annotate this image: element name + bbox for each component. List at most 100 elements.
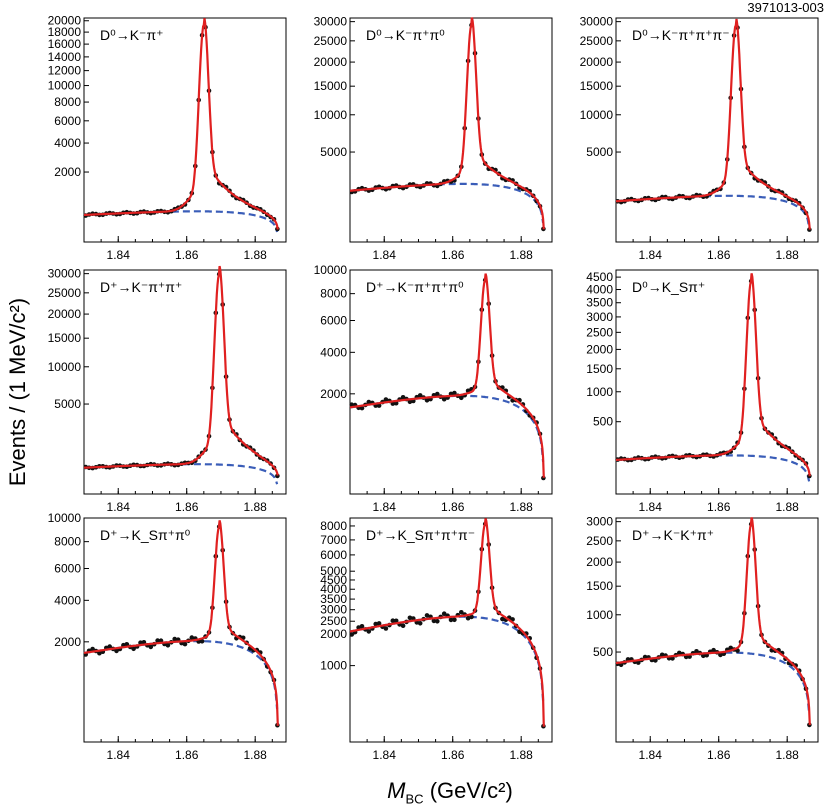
y-tick-label: 25000 xyxy=(314,34,348,48)
figure-id: 3971013-003 xyxy=(747,0,824,15)
y-tick-label: 30000 xyxy=(580,15,614,29)
x-tick-label: 1.84 xyxy=(373,500,397,514)
data-point xyxy=(383,626,389,631)
x-tick-label: 1.88 xyxy=(510,500,534,514)
data-point xyxy=(155,638,160,643)
x-tick-label: 1.86 xyxy=(175,748,199,762)
y-tick-label: 2000 xyxy=(320,387,347,401)
fit-curve xyxy=(616,273,811,477)
panel-title: D⁰→K⁻π⁺π⁰ xyxy=(366,27,445,43)
fit-curve xyxy=(615,18,811,230)
data-point xyxy=(349,402,355,408)
y-tick-label: 18000 xyxy=(48,25,82,39)
data-point xyxy=(452,390,457,396)
y-tick-label: 8000 xyxy=(320,287,347,301)
panel-title: D⁺→K_Sπ⁺π⁰ xyxy=(100,527,191,543)
y-tick-label: 500 xyxy=(593,645,613,659)
y-tick-label: 6000 xyxy=(320,548,347,562)
data-point xyxy=(359,624,365,629)
y-tick-label: 6000 xyxy=(54,114,81,128)
y-tick-label: 4500 xyxy=(586,270,613,284)
data-point xyxy=(90,646,95,652)
y-tick-label: 2000 xyxy=(586,342,613,356)
data-point xyxy=(441,611,447,616)
data-point xyxy=(452,617,457,623)
data-point xyxy=(148,644,154,650)
y-tick-label: 25000 xyxy=(48,286,82,300)
y-tick-label: 2000 xyxy=(54,165,81,179)
y-tick-label: 2500 xyxy=(586,325,613,339)
x-tick-label: 1.84 xyxy=(107,748,131,762)
x-axis-unit: (GeV/c²) xyxy=(429,778,513,803)
x-tick-label: 1.84 xyxy=(639,500,663,514)
panel-title: D⁰→K⁻π⁺ xyxy=(100,27,164,43)
y-tick-label: 20000 xyxy=(580,55,614,69)
x-tick-label: 1.84 xyxy=(639,248,663,262)
y-tick-label: 1000 xyxy=(586,385,613,399)
x-tick-label: 1.88 xyxy=(776,500,800,514)
data-point xyxy=(711,647,716,653)
y-tick-label: 10000 xyxy=(580,108,614,122)
panel-2: 5000 10000 15000 20000 25000 30000 1.84 1.86 1.8… xyxy=(314,15,553,262)
data-point xyxy=(417,621,423,626)
data-point xyxy=(165,643,171,648)
data-point xyxy=(435,619,440,624)
y-tick-label: 10000 xyxy=(48,360,82,374)
x-tick-label: 1.86 xyxy=(707,500,731,514)
data-point xyxy=(400,623,406,628)
data-point xyxy=(417,393,423,398)
x-tick-label: 1.88 xyxy=(510,248,534,262)
data-point xyxy=(189,635,195,640)
y-tick-label: 3500 xyxy=(320,592,347,606)
y-tick-label: 1500 xyxy=(586,362,613,376)
data-point xyxy=(182,641,188,647)
y-tick-label: 25000 xyxy=(580,34,614,48)
fit-curve xyxy=(349,273,545,478)
data-point xyxy=(393,618,399,624)
y-tick-label: 7000 xyxy=(320,533,347,547)
x-axis-symbol: M xyxy=(387,778,406,803)
panel-frame xyxy=(615,517,819,743)
y-tick-label: 14000 xyxy=(48,50,82,64)
y-tick-label: 8000 xyxy=(54,95,81,109)
y-tick-label: 6000 xyxy=(54,561,81,575)
data-point xyxy=(359,405,365,411)
data-point xyxy=(677,650,682,656)
panel-title: D⁺→K⁻π⁺π⁺π⁰ xyxy=(366,279,464,295)
y-tick-label: 4000 xyxy=(54,593,81,607)
y-tick-label: 20000 xyxy=(48,14,82,28)
panel-frame xyxy=(615,269,819,495)
fit-curve xyxy=(615,517,811,726)
y-tick-label: 2000 xyxy=(586,555,613,569)
panel-1: 2000 4000 6000 8000 100001200014000160001800… xyxy=(48,14,287,262)
panel-title: D⁺→K⁻K⁺π⁺ xyxy=(632,527,714,543)
x-tick-label: 1.84 xyxy=(373,748,397,762)
x-tick-label: 1.86 xyxy=(441,748,465,762)
y-tick-label: 10000 xyxy=(48,511,82,525)
y-tick-label: 2000 xyxy=(54,635,81,649)
y-tick-label: 12000 xyxy=(48,64,82,78)
y-axis-label: Events / (1 MeV/c²) xyxy=(5,297,30,487)
y-tick-label: 5000 xyxy=(54,397,81,411)
y-tick-label: 500 xyxy=(593,415,613,429)
x-axis-label: MBC (GeV/c²) xyxy=(387,778,513,806)
panel-frame xyxy=(615,17,819,243)
data-point xyxy=(424,613,430,618)
panel-title: D⁺→K⁻π⁺π⁺ xyxy=(100,279,182,295)
fit-curve xyxy=(350,17,545,230)
y-tick-label: 10000 xyxy=(314,263,348,277)
y-tick-label: 4500 xyxy=(320,573,347,587)
y-tick-label: 20000 xyxy=(314,55,348,69)
data-point xyxy=(383,397,389,402)
y-tick-label: 5000 xyxy=(320,145,347,159)
x-tick-label: 1.88 xyxy=(244,500,268,514)
data-point xyxy=(435,391,440,397)
data-point xyxy=(107,644,112,649)
data-point xyxy=(469,614,474,620)
x-tick-label: 1.84 xyxy=(107,248,131,262)
y-tick-label: 4000 xyxy=(586,283,613,297)
y-tick-label: 4000 xyxy=(320,582,347,596)
data-point xyxy=(701,653,706,659)
y-tick-label: 3000 xyxy=(586,515,613,529)
